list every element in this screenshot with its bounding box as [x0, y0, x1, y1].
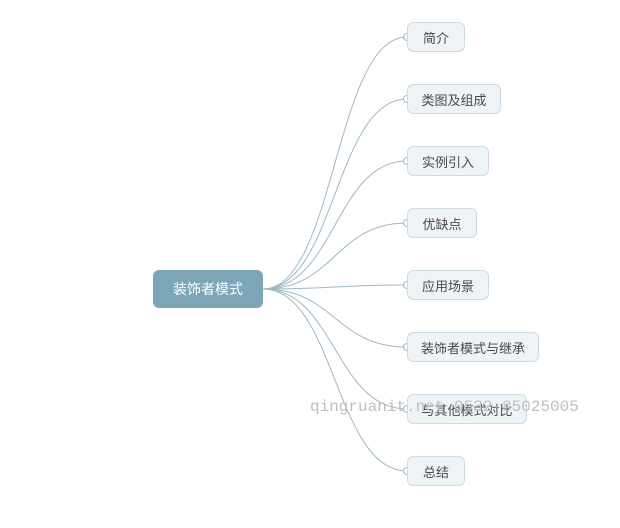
edge [263, 37, 407, 289]
root-node[interactable]: 装饰者模式 [153, 270, 263, 308]
edge [263, 223, 407, 289]
edge [263, 289, 407, 409]
edge [263, 289, 407, 471]
child-node[interactable]: 实例引入 [407, 146, 489, 176]
child-node[interactable]: 装饰者模式与继承 [407, 332, 539, 362]
edge [263, 161, 407, 289]
mindmap-canvas: 装饰者模式 简介类图及组成实例引入优缺点应用场景装饰者模式与继承与其他模式对比总… [0, 0, 620, 528]
child-label: 实例引入 [422, 152, 474, 171]
root-label: 装饰者模式 [173, 279, 243, 299]
child-label: 装饰者模式与继承 [421, 338, 525, 357]
child-label: 简介 [423, 28, 449, 47]
edges-layer [0, 0, 620, 528]
child-label: 与其他模式对比 [421, 400, 512, 419]
child-label: 优缺点 [422, 214, 461, 233]
child-node[interactable]: 与其他模式对比 [407, 394, 527, 424]
child-label: 类图及组成 [421, 90, 486, 109]
edge [263, 99, 407, 289]
child-label: 应用场景 [422, 276, 474, 295]
child-node[interactable]: 应用场景 [407, 270, 489, 300]
child-label: 总结 [423, 462, 449, 481]
edge [263, 289, 407, 347]
child-node[interactable]: 类图及组成 [407, 84, 501, 114]
edge [263, 285, 407, 289]
child-node[interactable]: 优缺点 [407, 208, 477, 238]
child-node[interactable]: 总结 [407, 456, 465, 486]
child-node[interactable]: 简介 [407, 22, 465, 52]
